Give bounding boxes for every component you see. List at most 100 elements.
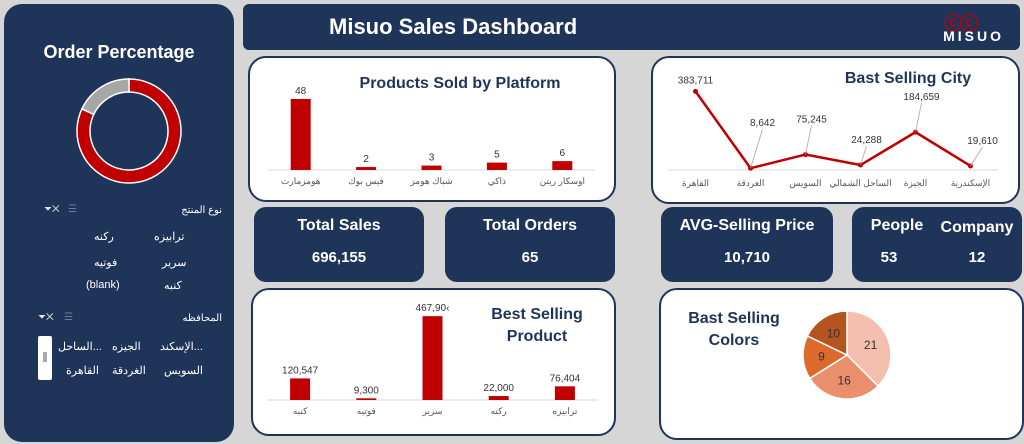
people-company-card: People Company 53 12 <box>852 207 1022 282</box>
clear-filter-icon-2[interactable]: ⏷✕ <box>38 312 54 323</box>
category-label-2: سرير <box>422 406 443 417</box>
slicer-item-bed[interactable]: سرير <box>162 257 187 269</box>
category-label-0: هومزمارت <box>281 176 321 187</box>
bar-4 <box>552 161 573 170</box>
city-category-label-0: القاهرة <box>682 178 709 189</box>
city-category-label-3: الساحل الشمالي <box>829 178 891 188</box>
category-label-4: اوسكار ريتن <box>540 176 585 187</box>
city-point-0 <box>693 88 698 94</box>
slicer-item-cairo[interactable]: القاهرة <box>66 365 99 377</box>
order-percentage-donut <box>76 78 182 184</box>
avg-price-value: 10,710 <box>724 249 770 266</box>
governorate-slicer-title: المحافظه <box>182 313 222 324</box>
data-label-3: 22,000 <box>483 383 514 394</box>
leader-line-4 <box>915 103 922 133</box>
city-line-chart: 383,711 القاهرة 8,642 الغردقة 75,245 السويس 24… <box>668 75 998 189</box>
colors-panel: Bast Selling Colors 21 16 9 10 <box>659 288 1024 440</box>
product-bar-chart: 120,547 كنبه 9,300 فوتيه 467,90‹ سرير 22,000 رك… <box>267 303 598 417</box>
sidebar: Order Percentage ⏷✕ ☰ نوع المنتج ترابيزه… <box>4 4 234 442</box>
slicer-item-table[interactable]: ترابيزه <box>154 231 185 243</box>
data-label-4: 6 <box>560 148 566 159</box>
category-label-3: ركنه <box>491 406 507 417</box>
bar-1 <box>356 398 377 400</box>
slicer-item-hurghada[interactable]: الغردقة <box>112 365 146 377</box>
colors-chart-title: Bast Selling Colors <box>688 310 780 349</box>
city-category-label-4: الجيزة <box>904 178 927 189</box>
slicer-item-sofa[interactable]: كنبه <box>164 280 182 292</box>
city-category-label-5: الإسكندرية <box>951 178 990 189</box>
misuo-logo: ⓒⓒ MISUO <box>880 8 1010 48</box>
product-type-slicer-title: نوع المنتج <box>181 205 222 216</box>
slicer-item-giza[interactable]: الجيزه <box>112 341 141 353</box>
bar-3 <box>488 396 509 400</box>
pie-label-1: 16 <box>837 373 851 387</box>
city-data-label-2: 75,245 <box>796 115 827 126</box>
category-label-3: ذاكي <box>488 176 506 186</box>
platform-bar-chart: 48 هومزمارت 2 فيس بوك 3 شباك هومز 5 ذاكي 6 اوسكار… <box>268 86 595 187</box>
pie-slice-1 <box>808 354 880 400</box>
total-sales-card: Total Sales 696,155 <box>254 207 424 282</box>
leader-line-2 <box>805 125 812 155</box>
bar-1 <box>356 167 377 170</box>
dashboard-title: Misuo Sales Dashboard <box>329 14 578 39</box>
total-orders-card: Total Orders 65 <box>445 207 615 282</box>
slicer-item-blank[interactable]: (blank) <box>86 279 120 291</box>
city-data-label-3: 24,288 <box>851 135 882 146</box>
company-value: 12 <box>968 249 986 266</box>
avg-price-card: AVG-Selling Price 10,710 <box>661 207 833 282</box>
city-category-label-2: السويس <box>790 178 822 189</box>
bar-2 <box>422 316 443 400</box>
city-data-label-0: 383,711 <box>678 75 714 86</box>
product-chart-title: Best Selling Product <box>491 306 583 345</box>
city-category-label-1: الغردقة <box>737 178 765 189</box>
multi-select-icon[interactable]: ☰ <box>68 204 77 215</box>
bar-2 <box>421 165 442 170</box>
bar-3 <box>486 162 507 170</box>
data-label-4: 76,404 <box>550 373 581 384</box>
city-data-label-4: 184,659 <box>903 92 940 103</box>
pie-slice-2 <box>802 334 849 380</box>
category-label-0: كنبه <box>293 406 308 416</box>
data-label-2: 467,90‹ <box>416 303 450 314</box>
total-orders-value: 65 <box>521 249 539 266</box>
city-data-label-1: 8,642 <box>750 118 775 129</box>
total-orders-label: Total Orders <box>483 217 577 234</box>
slicer-item-corner[interactable]: ركنه <box>94 231 114 243</box>
city-series-line <box>694 90 972 170</box>
data-label-1: 2 <box>363 154 369 165</box>
company-label: Company <box>940 219 1014 236</box>
multi-select-icon-2[interactable]: ☰ <box>64 312 73 323</box>
slicer-item-north-coast[interactable]: الساحل... <box>58 341 102 353</box>
bar-0 <box>290 378 311 400</box>
logo-text: MISUO <box>943 28 1004 44</box>
pie-label-2: 9 <box>818 349 825 363</box>
colors-pie-chart: 21 16 910 <box>802 310 892 400</box>
bar-0 <box>290 98 311 170</box>
people-value: 53 <box>880 249 898 266</box>
product-panel: Best Selling Product 120,547 كنبه 9,300 فوت… <box>251 288 616 436</box>
leader-line-5 <box>970 146 983 167</box>
leader-line-3 <box>860 145 867 166</box>
clear-filter-icon[interactable]: ⏷✕ <box>44 204 60 215</box>
total-sales-value: 696,155 <box>311 249 367 266</box>
logo-mark: ⓒⓒ <box>944 14 978 34</box>
pie-label-3: 10 <box>827 326 841 340</box>
data-label-2: 3 <box>429 153 435 164</box>
category-label-1: فوتيه <box>357 406 376 417</box>
category-label-2: شباك هومز <box>409 176 452 187</box>
pie-slice-0 <box>846 310 892 388</box>
slicer-scrollbar[interactable] <box>38 336 52 380</box>
donut-slice-0 <box>76 78 182 184</box>
city-point-3 <box>858 162 863 168</box>
people-label: People <box>870 217 924 234</box>
slicer-item-armchair[interactable]: فوتيه <box>94 257 118 269</box>
slicer-item-suez[interactable]: السويس <box>164 365 203 377</box>
bar-4 <box>554 386 575 400</box>
city-chart-title: Bast Selling City <box>844 70 972 87</box>
slicer-item-alexandria[interactable]: الإسكند... <box>160 341 203 353</box>
platform-panel: Products Sold by Platform 48 هومزمارت 2 فيس… <box>248 56 616 202</box>
pie-slice-3 <box>806 310 848 357</box>
category-label-4: ترابيزه <box>552 406 577 417</box>
order-percentage-title: Order Percentage <box>43 42 195 62</box>
donut-slice-1 <box>80 78 130 116</box>
